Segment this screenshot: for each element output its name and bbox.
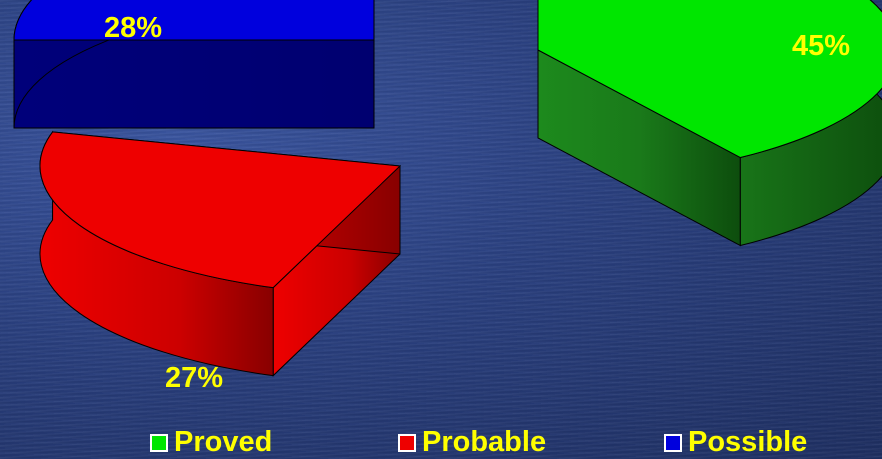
legend-swatch-proved <box>150 433 168 452</box>
pct-label-proved: 45% <box>792 30 851 62</box>
legend-swatch-possible <box>664 433 682 452</box>
legend: Proved Probable Possible <box>150 426 882 459</box>
legend-item-proved: Proved <box>150 426 272 459</box>
slice-possible <box>13 0 375 129</box>
slice-top-probable <box>39 131 402 289</box>
legend-label-probable: Probable <box>422 426 547 458</box>
slice-proved <box>537 0 882 247</box>
legend-item-probable: Probable <box>398 426 546 459</box>
pct-label-probable: 27% <box>165 362 224 394</box>
pct-label-possible: 28% <box>104 12 163 44</box>
legend-swatch-probable <box>398 433 416 452</box>
legend-item-possible: Possible <box>664 426 807 459</box>
legend-label-proved: Proved <box>174 426 273 458</box>
slice-top-proved <box>537 0 882 159</box>
slice-top-possible <box>13 0 375 41</box>
legend-label-possible: Possible <box>688 426 808 458</box>
slice-probable <box>39 130 402 377</box>
